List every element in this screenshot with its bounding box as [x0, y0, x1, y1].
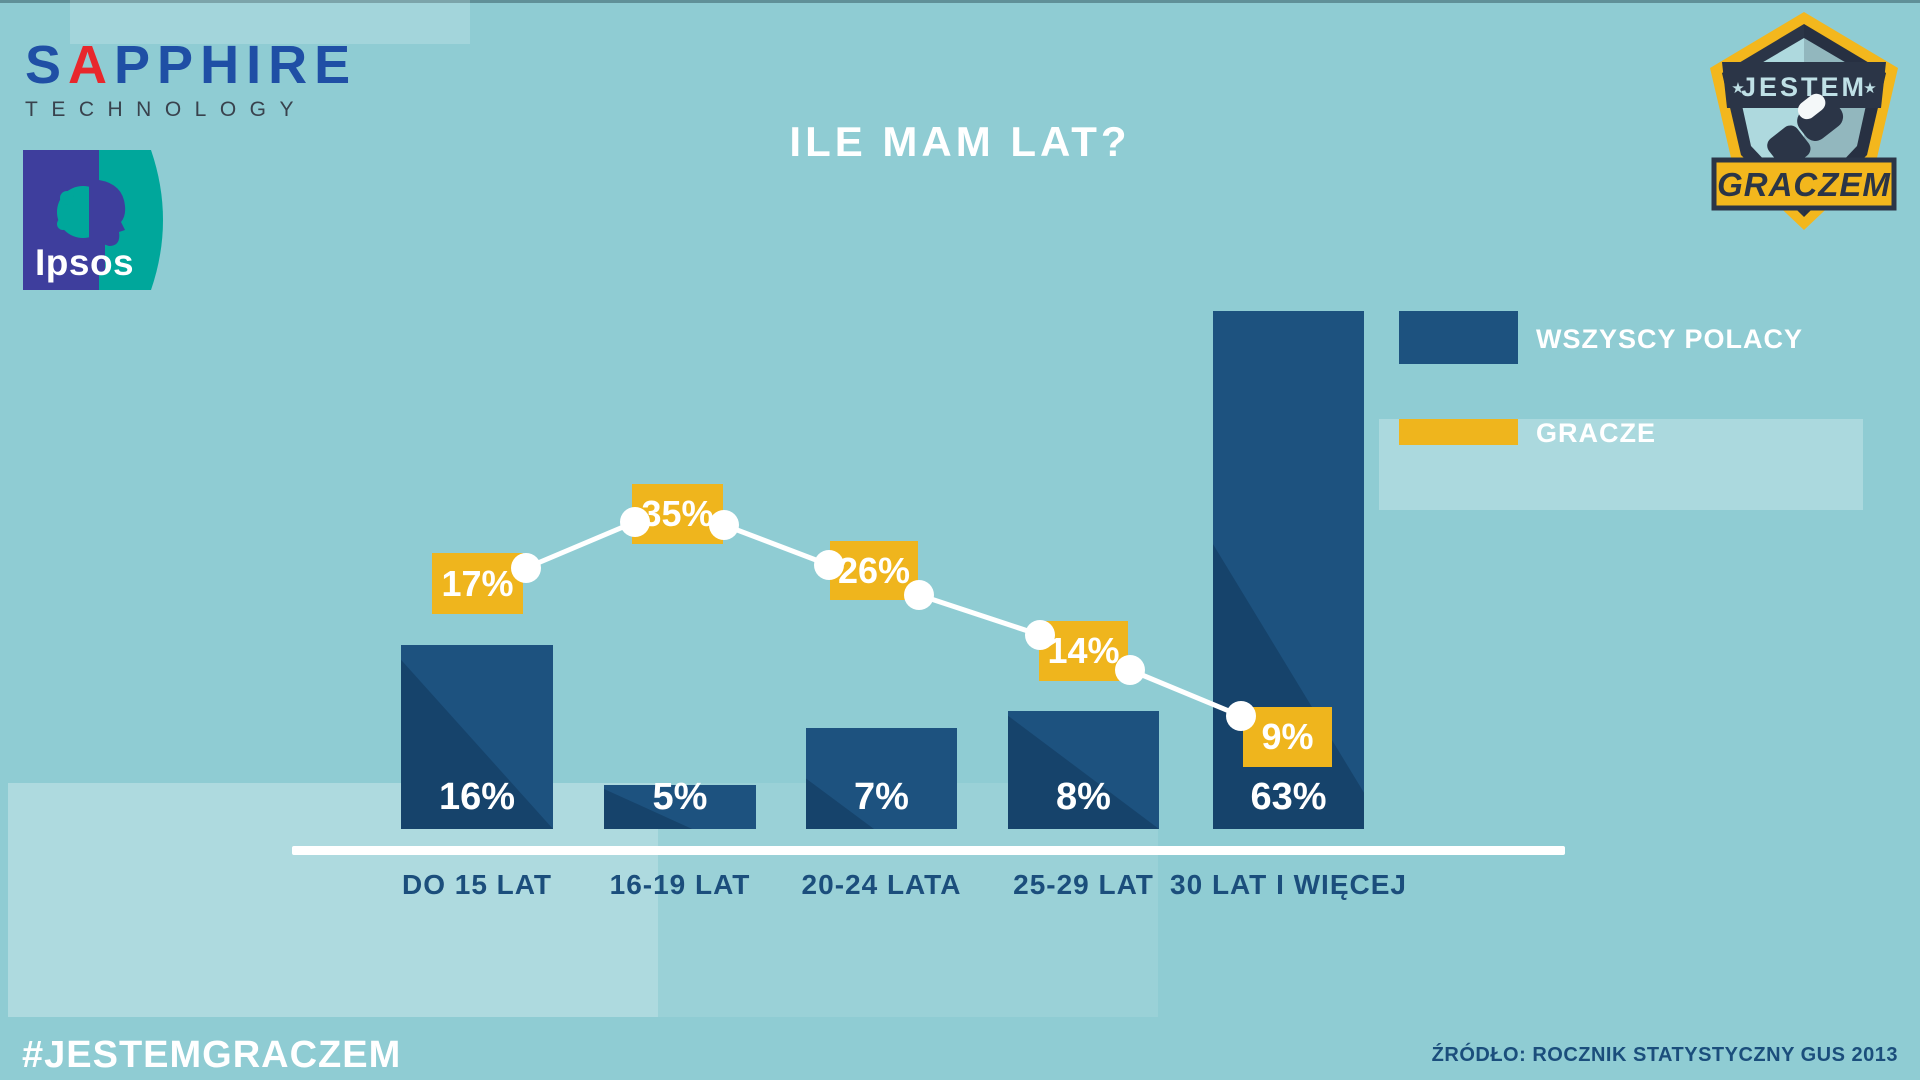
line-point-dot: [620, 507, 650, 537]
line-point-dot: [814, 550, 844, 580]
legend-label-wszyscy-polacy: WSZYSCY POLACY: [1536, 324, 1804, 354]
bar-20-24-lata: 7%: [806, 728, 957, 829]
legend-swatch-wszyscy-polacy: [1399, 311, 1518, 364]
badge-star-left: ★: [1731, 80, 1744, 97]
line-point-dot: [1115, 655, 1145, 685]
gracze-point-label: 26%: [830, 541, 918, 600]
sapphire-technology-logo: SAPPHIRE TECHNOLOGY: [25, 38, 385, 122]
category-label: 16-19 LAT: [609, 869, 751, 900]
category-label: 30 LAT I WIĘCEJ: [1170, 869, 1407, 900]
badge-bottom-text: GRACZEM: [1717, 166, 1891, 203]
bar-value-label: 16%: [438, 776, 516, 818]
ipsos-logo-graphic: [23, 150, 163, 290]
legend-swatch-gracze: [1399, 419, 1518, 445]
page-title: ILE MAM LAT?: [789, 118, 1131, 165]
gracze-point-label: 9%: [1243, 707, 1332, 767]
hashtag-label: #JESTEMGRACZEM: [22, 1034, 402, 1076]
category-label: 20-24 LATA: [801, 869, 962, 900]
badge-top-text: JESTEM: [1741, 72, 1867, 102]
badge-top-banner: [1722, 62, 1886, 108]
jestem-graczem-badge: JESTEM ★ ★ GRACZEM: [1700, 12, 1908, 230]
sapphire-technology-label: TECHNOLOGY: [25, 98, 308, 121]
line-point-dot: [904, 580, 934, 610]
line-point-dot: [1025, 620, 1055, 650]
chart-baseline: [292, 846, 1565, 855]
gracze-point-label: 14%: [1039, 621, 1128, 681]
bar-value-label: 8%: [1056, 776, 1111, 818]
source-label: ŹRÓDŁO: ROCZNIK STATYSTYCZNY GUS 2013: [1431, 1044, 1898, 1066]
sapphire-wordmark: SAPPHIRE: [25, 35, 358, 95]
bar-value-label: 63%: [1250, 776, 1327, 818]
bar-25-29-lat: 8%: [1008, 711, 1159, 829]
badge-bottom-banner: [1711, 157, 1897, 211]
bar-16-19-lat: 5%: [604, 776, 756, 829]
bar-do-15-lat: 16%: [401, 645, 553, 829]
badge-star-right: ★: [1863, 80, 1876, 97]
sapphire-red-a: A: [68, 35, 115, 95]
bg-highlight-top-left: [70, 0, 470, 44]
line-point-dot: [511, 553, 541, 583]
category-label: DO 15 LAT: [401, 869, 553, 900]
legend-label-gracze: GRACZE: [1536, 418, 1656, 448]
ipsos-logo: Ipsos: [23, 150, 175, 290]
ipsos-wordmark: Ipsos: [35, 242, 135, 283]
gracze-point-label: 17%: [432, 553, 523, 614]
category-label: 25-29 LAT: [1013, 869, 1154, 900]
bar-value-label: 7%: [854, 776, 909, 818]
bar-value-label: 5%: [652, 776, 708, 818]
line-point-dot: [1226, 701, 1256, 731]
gracze-point-label: 35%: [632, 484, 723, 544]
line-point-dot: [709, 510, 739, 540]
top-edge-rule: [0, 0, 1920, 3]
